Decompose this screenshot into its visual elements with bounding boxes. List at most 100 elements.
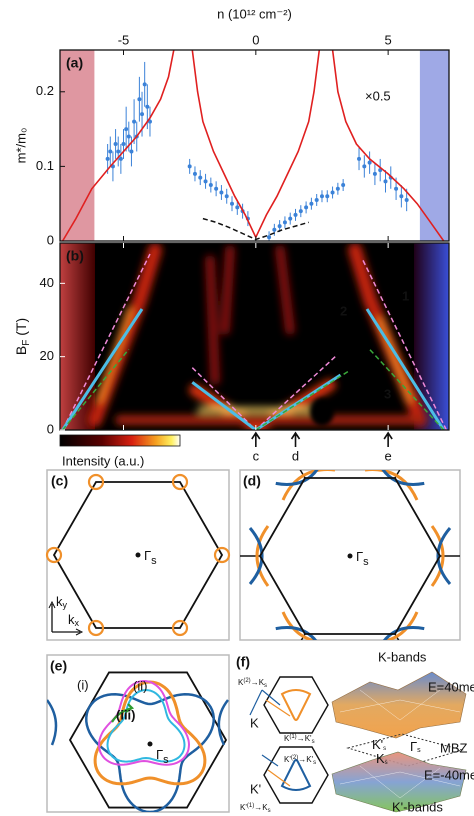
x-tick-label: -5 [118, 32, 130, 47]
band-contour [382, 611, 419, 640]
data-point [235, 205, 240, 210]
energy-label: E=-40meV [424, 767, 474, 782]
zone-edge [68, 671, 228, 809]
data-point [187, 164, 192, 169]
panel-frame [46, 654, 230, 813]
data-point [230, 201, 235, 206]
transition-label: K'(1)→Ks [240, 803, 271, 814]
band-contour [275, 626, 317, 640]
data-point [325, 194, 330, 199]
band-contour [436, 527, 452, 585]
mbz-outline [346, 733, 464, 767]
plot-frame [59, 49, 450, 242]
orbit [106, 688, 186, 763]
data-point [129, 149, 134, 154]
arrow [251, 431, 261, 447]
arrow-label: c [253, 448, 260, 463]
data-point [137, 97, 142, 102]
panel-c: Γs (c) ky kx [45, 469, 231, 641]
data-point [140, 112, 145, 117]
data-point [142, 82, 147, 87]
x-axis-title: n (10¹² cm⁻²) [217, 6, 292, 21]
band-contour [383, 626, 425, 640]
y-tick-label: 0 [47, 232, 54, 247]
data-point [309, 201, 314, 206]
shaded-region [60, 50, 95, 241]
data-point [116, 149, 121, 154]
band-contour [365, 470, 419, 501]
k-bands-label: K-bands [378, 649, 427, 664]
data-point [298, 209, 303, 214]
kx-label: kx [68, 612, 80, 628]
k-band-surface [331, 671, 467, 739]
data-point [362, 164, 367, 169]
brillouin-zone [52, 481, 224, 629]
data-point [105, 156, 110, 161]
heatmap [60, 243, 449, 430]
panel-f: (f) K K' K(2)→Ks K(1)→K's K'(2)→K's K'(1… [236, 649, 474, 814]
small-bz [263, 746, 329, 804]
band-contour [47, 699, 229, 746]
x-tick-label: 0 [252, 32, 259, 47]
arrow [383, 431, 393, 447]
data-line [61, 50, 445, 241]
energy-label: E=40meV [428, 679, 474, 694]
surface-mesh [339, 689, 461, 721]
orbit-label: (iii) [116, 707, 136, 722]
orbit [97, 679, 191, 766]
y-axis-title: BF (T) [13, 318, 32, 355]
ks-label: Ks [376, 751, 388, 766]
data-point [224, 194, 229, 199]
data-point [335, 186, 340, 191]
shaded-region [419, 50, 449, 241]
orbit-label: (ii) [133, 678, 147, 693]
colorbar-label: Intensity (a.u.) [62, 453, 144, 468]
band-contour [275, 470, 319, 486]
band-contour [248, 527, 264, 585]
arrow-label: e [385, 448, 392, 463]
gamma-point [347, 553, 353, 559]
transition-label: K(2)→Ks [238, 678, 267, 689]
brillouin-zone [258, 477, 442, 635]
data-point [330, 190, 335, 195]
data-line [62, 348, 445, 430]
data-point [314, 197, 319, 202]
k-orbit [280, 689, 312, 721]
kp-label: K' [250, 781, 261, 796]
y-axis-title-part: (T) [13, 318, 29, 340]
data-point [108, 149, 113, 154]
kp-orbit [280, 759, 312, 791]
data-point [208, 183, 213, 188]
panel-label: (e) [50, 658, 67, 674]
x-tick-label: 5 [385, 32, 392, 47]
band-contour [381, 470, 425, 486]
data-point [113, 142, 118, 147]
plot-area [60, 50, 449, 241]
y-tick-label: 0.2 [36, 83, 54, 98]
panel-label: (d) [243, 473, 261, 489]
mbz-label: MBZ [440, 740, 468, 755]
data-point [288, 216, 293, 221]
panel-label: (f) [236, 654, 250, 670]
line-label: 1 [402, 288, 409, 303]
data-point [399, 194, 404, 199]
data-point [293, 212, 298, 217]
data-point [341, 183, 346, 188]
gs-label: Γs [410, 739, 421, 754]
kp-band-surface [331, 751, 467, 813]
k-label: K [250, 715, 259, 730]
data-point [145, 104, 150, 109]
colorbar [59, 434, 181, 447]
band-contour [430, 525, 445, 587]
data-line [61, 253, 448, 430]
arrow [290, 431, 301, 447]
panel-label: (a) [66, 55, 83, 71]
gamma-point [147, 741, 153, 747]
data-point [357, 156, 362, 161]
band-contour [93, 680, 207, 786]
gamma-label: Γs [356, 549, 369, 567]
y-tick-label: 40 [40, 275, 54, 290]
gamma-label: Γs [156, 747, 169, 765]
